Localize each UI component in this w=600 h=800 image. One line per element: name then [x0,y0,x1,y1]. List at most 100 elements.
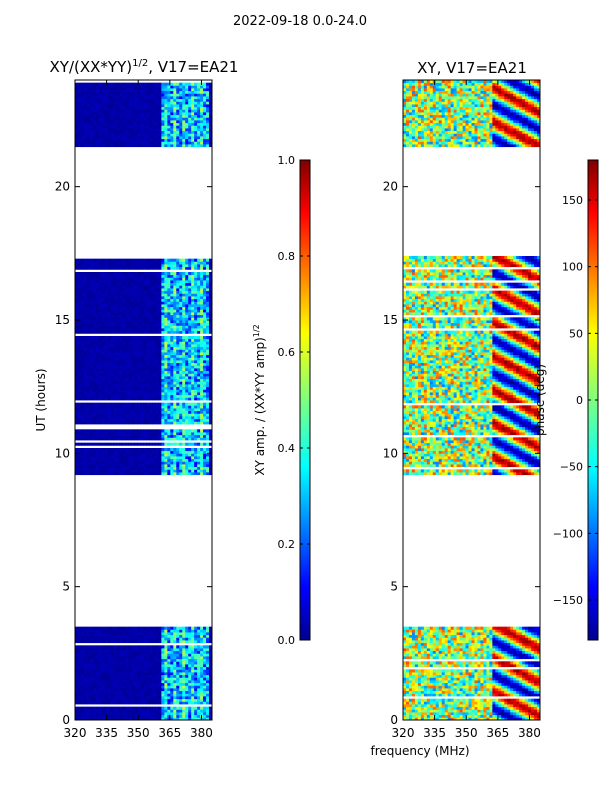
heatmap-row [75,653,213,657]
amplitude-axes: 320 335 350 365 380 0 5 10 15 20 [55,80,213,740]
heatmap-row [403,282,541,286]
heatmap-row [403,690,541,694]
heatmap-row [403,682,541,686]
heatmap-row [403,472,541,476]
heatmap-row [403,656,541,660]
heatmap-row [75,658,213,662]
y-tick-label: 20 [383,180,398,194]
phase-colorbar: −150 −100 −50 0 50 100 150 phase (deg) [533,159,599,641]
heatmap-row [403,424,541,428]
heatmap-row [75,298,213,302]
heatmap-row [75,389,213,393]
heatmap-row [75,690,213,694]
heatmap-row [75,394,213,398]
heatmap-row [75,370,213,374]
colorbar-tick-label: 0 [576,394,583,407]
heatmap-row [75,688,213,692]
heatmap-row [75,272,213,276]
heatmap-row [403,370,541,374]
heatmap-row [403,669,541,673]
heatmap-row [75,464,213,468]
heatmap-row [75,664,213,668]
heatmap-row [403,421,541,425]
heatmap-row [403,272,541,276]
heatmap-row [403,82,541,86]
heatmap-row [403,304,541,308]
heatmap-row [75,384,213,388]
heatmap-row [403,80,541,84]
heatmap-row [403,688,541,692]
heatmap-row [75,304,213,308]
heatmap-row [75,637,213,641]
heatmap-row [403,354,541,358]
heatmap-row [403,357,541,361]
heatmap-row [75,650,213,654]
heatmap-row [403,397,541,401]
heatmap-row [75,397,213,401]
heatmap-row [403,336,541,340]
heatmap-row [75,429,213,433]
heatmap-row [403,637,541,641]
heatmap-row [403,128,541,132]
heatmap-row [403,117,541,121]
heatmap-row [403,261,541,265]
colorbar-tick-label: −150 [553,594,583,607]
heatmap-row [75,306,213,310]
heatmap-row [75,338,213,342]
heatmap-row [75,96,213,100]
heatmap-row [403,717,541,721]
heatmap-row [403,392,541,396]
phase-plot-frame [402,79,541,721]
heatmap-row [403,440,541,444]
heatmap-row [75,386,213,390]
heatmap-row [75,666,213,670]
heatmap-row [75,632,213,636]
heatmap-row [403,704,541,708]
colorbar-tick-label: −100 [553,527,583,540]
heatmap-row [403,349,541,353]
heatmap-row [75,714,213,718]
heatmap-row [75,312,213,316]
heatmap-row [75,682,213,686]
heatmap-row [75,293,213,297]
heatmap-row [403,368,541,372]
heatmap-row [403,360,541,364]
heatmap-row [75,392,213,396]
heatmap-row [75,114,213,118]
heatmap-row [403,258,541,262]
heatmap-row [403,384,541,388]
x-tick-label: 320 [392,726,415,740]
heatmap-row [403,101,541,105]
heatmap-row [403,632,541,636]
heatmap-row [75,136,213,140]
heatmap-row [75,362,213,366]
heatmap-row [75,672,213,676]
heatmap-row [75,120,213,124]
heatmap-row [75,357,213,361]
heatmap-row [75,416,213,420]
heatmap-row [75,701,213,705]
heatmap-row [403,714,541,718]
heatmap-row [75,125,213,129]
heatmap-row [75,336,213,340]
heatmap-row [75,344,213,348]
heatmap-row [403,122,541,126]
heatmap-row [403,672,541,676]
heatmap-row [75,365,213,369]
heatmap-row [75,693,213,697]
heatmap-row [75,349,213,353]
heatmap-row [75,128,213,132]
colorbar-tick-label: 50 [569,327,583,340]
heatmap-row [403,416,541,420]
heatmap-row [403,450,541,454]
amplitude-heatmap [75,82,213,721]
heatmap-row [75,448,213,452]
heatmap-row [75,706,213,710]
heatmap-row [75,408,213,412]
heatmap-row [75,282,213,286]
heatmap-row [403,698,541,702]
heatmap-row [75,661,213,665]
x-tick-label: 350 [127,726,150,740]
heatmap-row [403,277,541,281]
heatmap-row [75,117,213,121]
